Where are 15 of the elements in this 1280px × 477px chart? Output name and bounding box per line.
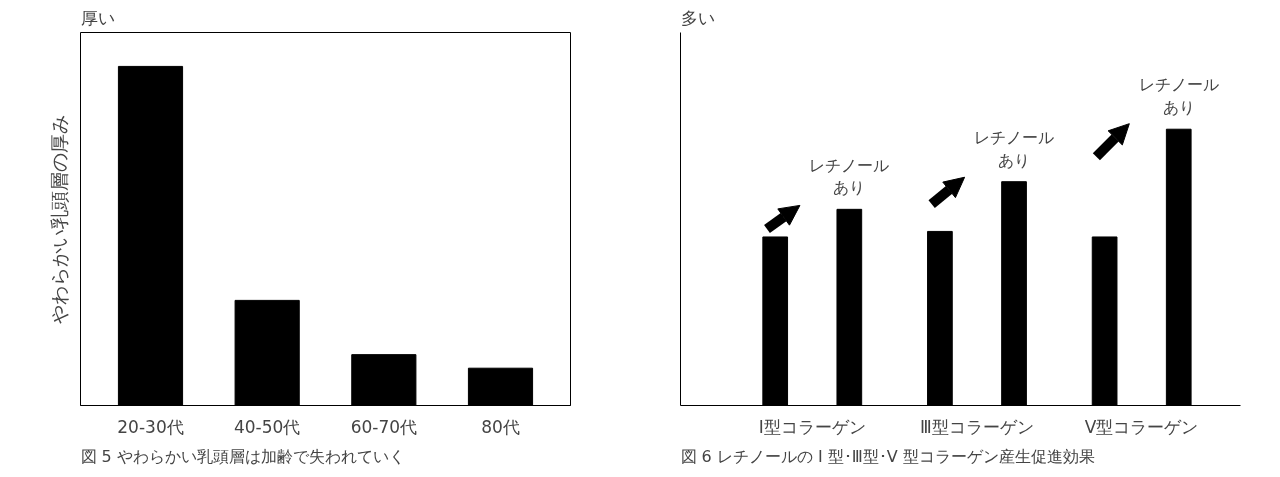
y-axis-title: やわらかい乳頭層の厚み: [47, 114, 70, 324]
x-tick-label: Ⅲ型コラーゲン: [920, 416, 1034, 437]
x-tick-label: 60-70代: [350, 416, 418, 437]
annotation: レチノールあり: [974, 127, 1055, 170]
x-tick-label: 40-50代: [233, 416, 301, 437]
text: 図 6 レチノールの I 型･Ⅲ型･V 型コラーゲン産生促進効果: [680, 446, 1095, 466]
x-tick-label: 20-30代: [117, 416, 184, 437]
x-tick-label: I型コラーゲン: [758, 416, 866, 437]
text: 厚い: [80, 7, 115, 28]
text: レチノールあり: [1138, 75, 1219, 118]
y-axis-title: 多い: [680, 7, 715, 28]
x-tick-label: V型コラーゲン: [1084, 416, 1199, 437]
text: 図 5 やわらかい乳頭層は加齢で失われていく: [80, 446, 405, 466]
annotation: レチノールあり: [809, 155, 890, 198]
x-tick-label: 80代: [481, 416, 520, 437]
